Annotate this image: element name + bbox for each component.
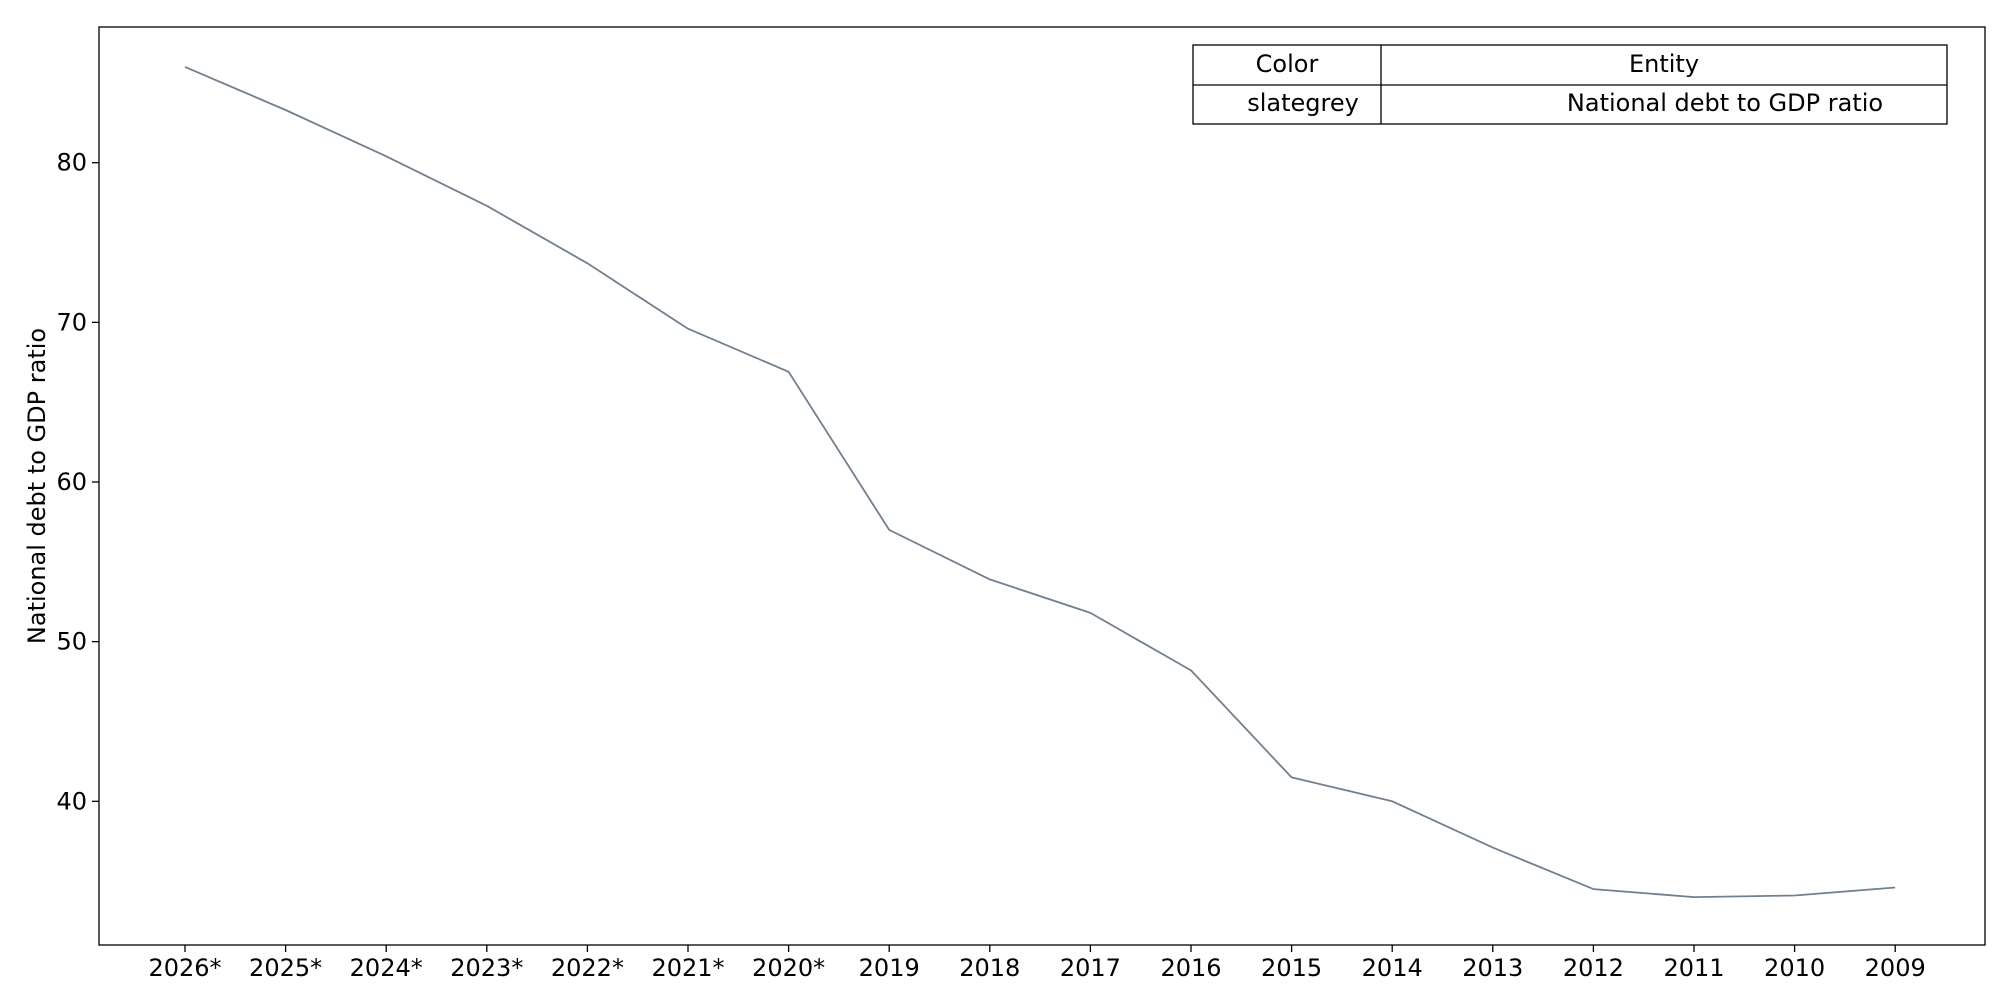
- legend-table: Color Entity slategrey National debt to …: [1192, 44, 1948, 125]
- x-tick-label: 2015: [1261, 954, 1322, 982]
- x-tick-label: 2009: [1865, 954, 1926, 982]
- series-line: [184, 66, 1896, 898]
- x-tick-label: 2018: [959, 954, 1020, 982]
- y-tick-label: 60: [56, 468, 87, 496]
- x-tick-label: 2022*: [551, 954, 624, 982]
- x-tick-label: 2017: [1060, 954, 1121, 982]
- y-axis-label: National debt to GDP ratio: [23, 328, 51, 644]
- x-tick-label: 2013: [1462, 954, 1523, 982]
- x-tick-label: 2025*: [249, 954, 322, 982]
- y-tick-label: 70: [56, 308, 87, 336]
- x-tick-label: 2026*: [148, 954, 221, 982]
- legend-cell-entity: National debt to GDP ratio: [1567, 89, 1883, 117]
- x-tick-label: 2011: [1663, 954, 1724, 982]
- x-tick-label: 2014: [1362, 954, 1423, 982]
- x-tick-label: 2023*: [450, 954, 523, 982]
- series-lines: [184, 66, 1896, 898]
- x-tick-label: 2020*: [752, 954, 825, 982]
- x-tick-label: 2024*: [350, 954, 423, 982]
- x-tick-label: 2016: [1160, 954, 1221, 982]
- legend-cell-color: slategrey: [1247, 89, 1359, 117]
- x-tick-label: 2019: [859, 954, 920, 982]
- x-tick-label: 2021*: [651, 954, 724, 982]
- legend-header-entity: Entity: [1629, 50, 1699, 78]
- legend-header-color: Color: [1256, 50, 1319, 78]
- x-tick-label: 2010: [1764, 954, 1825, 982]
- y-tick-label: 80: [56, 149, 87, 177]
- y-axis-ticks: 40 50 60 70 80: [56, 149, 99, 815]
- y-tick-label: 40: [56, 787, 87, 815]
- y-tick-label: 50: [56, 628, 87, 656]
- plot-area-frame: [98, 26, 1986, 946]
- x-axis-ticks: 2026* 2025* 2024* 2023* 2022* 2021* 2020* 2019 2…: [148, 945, 1926, 982]
- x-tick-label: 2012: [1563, 954, 1624, 982]
